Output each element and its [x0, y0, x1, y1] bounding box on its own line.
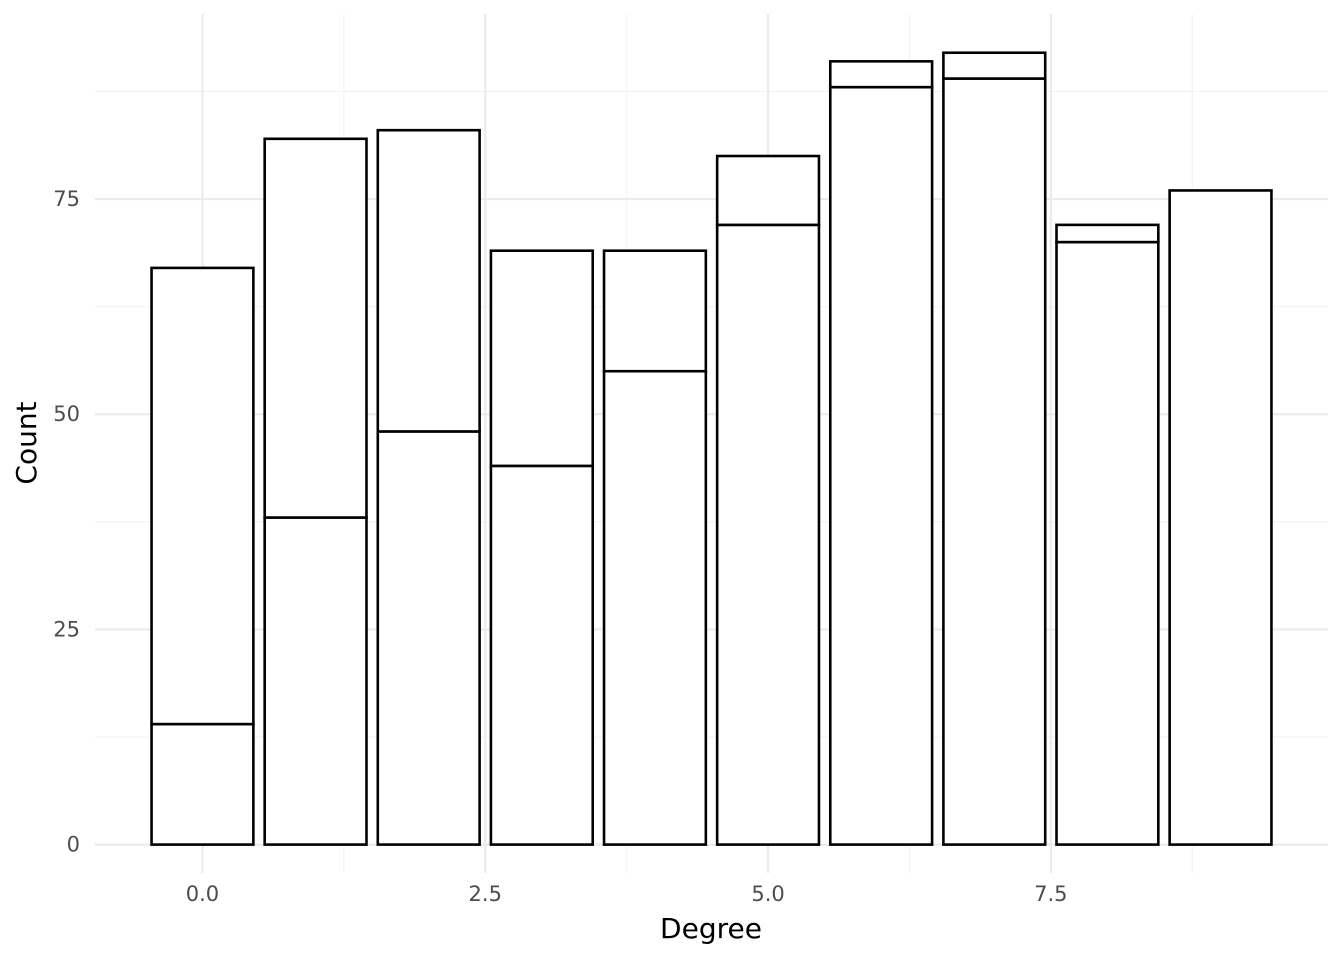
- bar-segment: [263, 137, 368, 519]
- bar-segment: [376, 128, 481, 433]
- x-tick-label: 0.0: [186, 882, 219, 906]
- y-tick-label: 50: [53, 402, 80, 426]
- bar-segment: [715, 223, 821, 846]
- bar-segment: [715, 154, 821, 227]
- bar-segment: [942, 51, 1047, 80]
- bar-segment: [828, 85, 934, 846]
- x-tick-label: 2.5: [469, 882, 502, 906]
- x-tick-label: 7.5: [1034, 882, 1067, 906]
- bar-segment: [263, 516, 368, 846]
- x-tick-label: 5.0: [751, 882, 784, 906]
- bar-segment: [489, 464, 595, 846]
- bar-segment: [1055, 240, 1160, 846]
- x-axis-tick-labels: 0.0 2.5 5.0 7.5: [186, 882, 1068, 906]
- bar-segment: [942, 77, 1047, 846]
- bar-segment: [376, 430, 481, 846]
- y-axis-title: Count: [10, 401, 43, 484]
- bar-segment: [828, 60, 934, 89]
- bar-segment: [150, 722, 255, 846]
- bar-segment: [150, 266, 255, 726]
- bar-segment: [1168, 189, 1273, 846]
- bar-group: [150, 51, 1273, 846]
- y-axis-tick-labels: 0 25 50 75: [53, 187, 80, 857]
- y-tick-label: 25: [53, 617, 80, 641]
- bar-segment: [1055, 223, 1160, 244]
- x-axis-title: Degree: [660, 912, 762, 945]
- y-tick-label: 75: [53, 187, 80, 211]
- bar-segment: [602, 249, 708, 373]
- y-tick-label: 0: [67, 833, 80, 857]
- bar-segment: [489, 249, 595, 468]
- bar-segment: [602, 369, 708, 846]
